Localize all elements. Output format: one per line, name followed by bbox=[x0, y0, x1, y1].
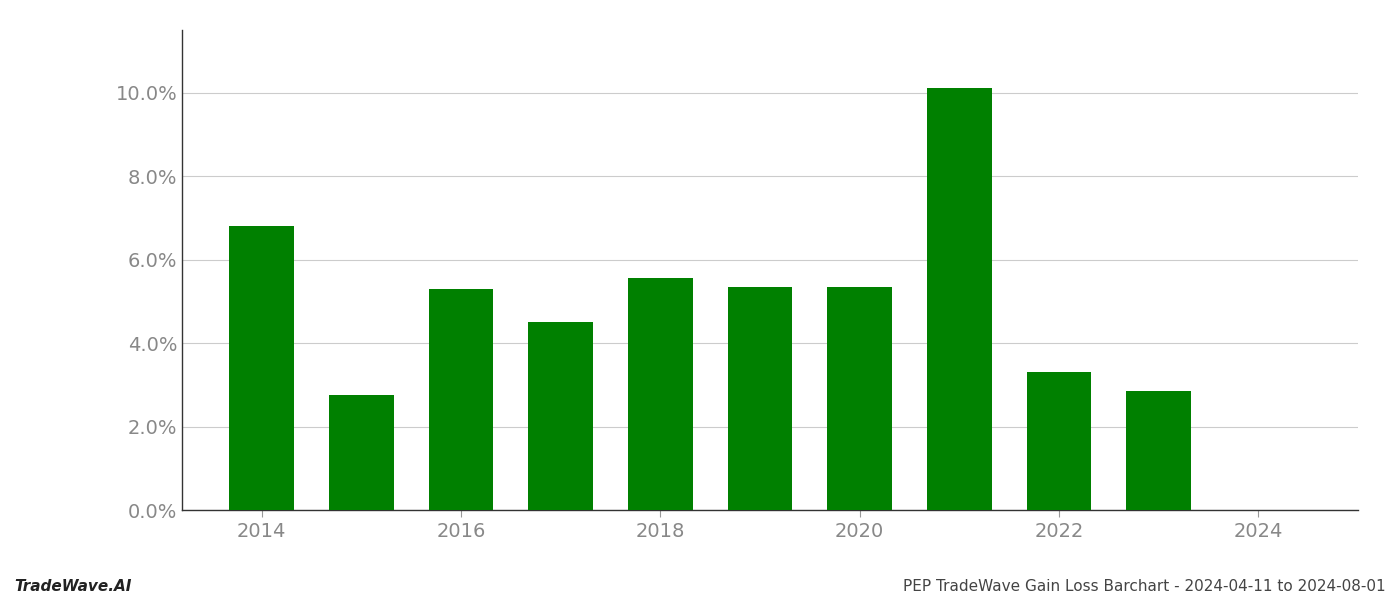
Bar bbox=[728, 287, 792, 510]
Text: TradeWave.AI: TradeWave.AI bbox=[14, 579, 132, 594]
Bar bbox=[1126, 391, 1191, 510]
Bar bbox=[528, 322, 594, 510]
Bar bbox=[827, 287, 892, 510]
Bar bbox=[927, 88, 991, 510]
Bar bbox=[1026, 372, 1092, 510]
Bar bbox=[428, 289, 493, 510]
Text: PEP TradeWave Gain Loss Barchart - 2024-04-11 to 2024-08-01: PEP TradeWave Gain Loss Barchart - 2024-… bbox=[903, 579, 1386, 594]
Bar bbox=[329, 395, 393, 510]
Bar bbox=[230, 226, 294, 510]
Bar bbox=[629, 278, 693, 510]
